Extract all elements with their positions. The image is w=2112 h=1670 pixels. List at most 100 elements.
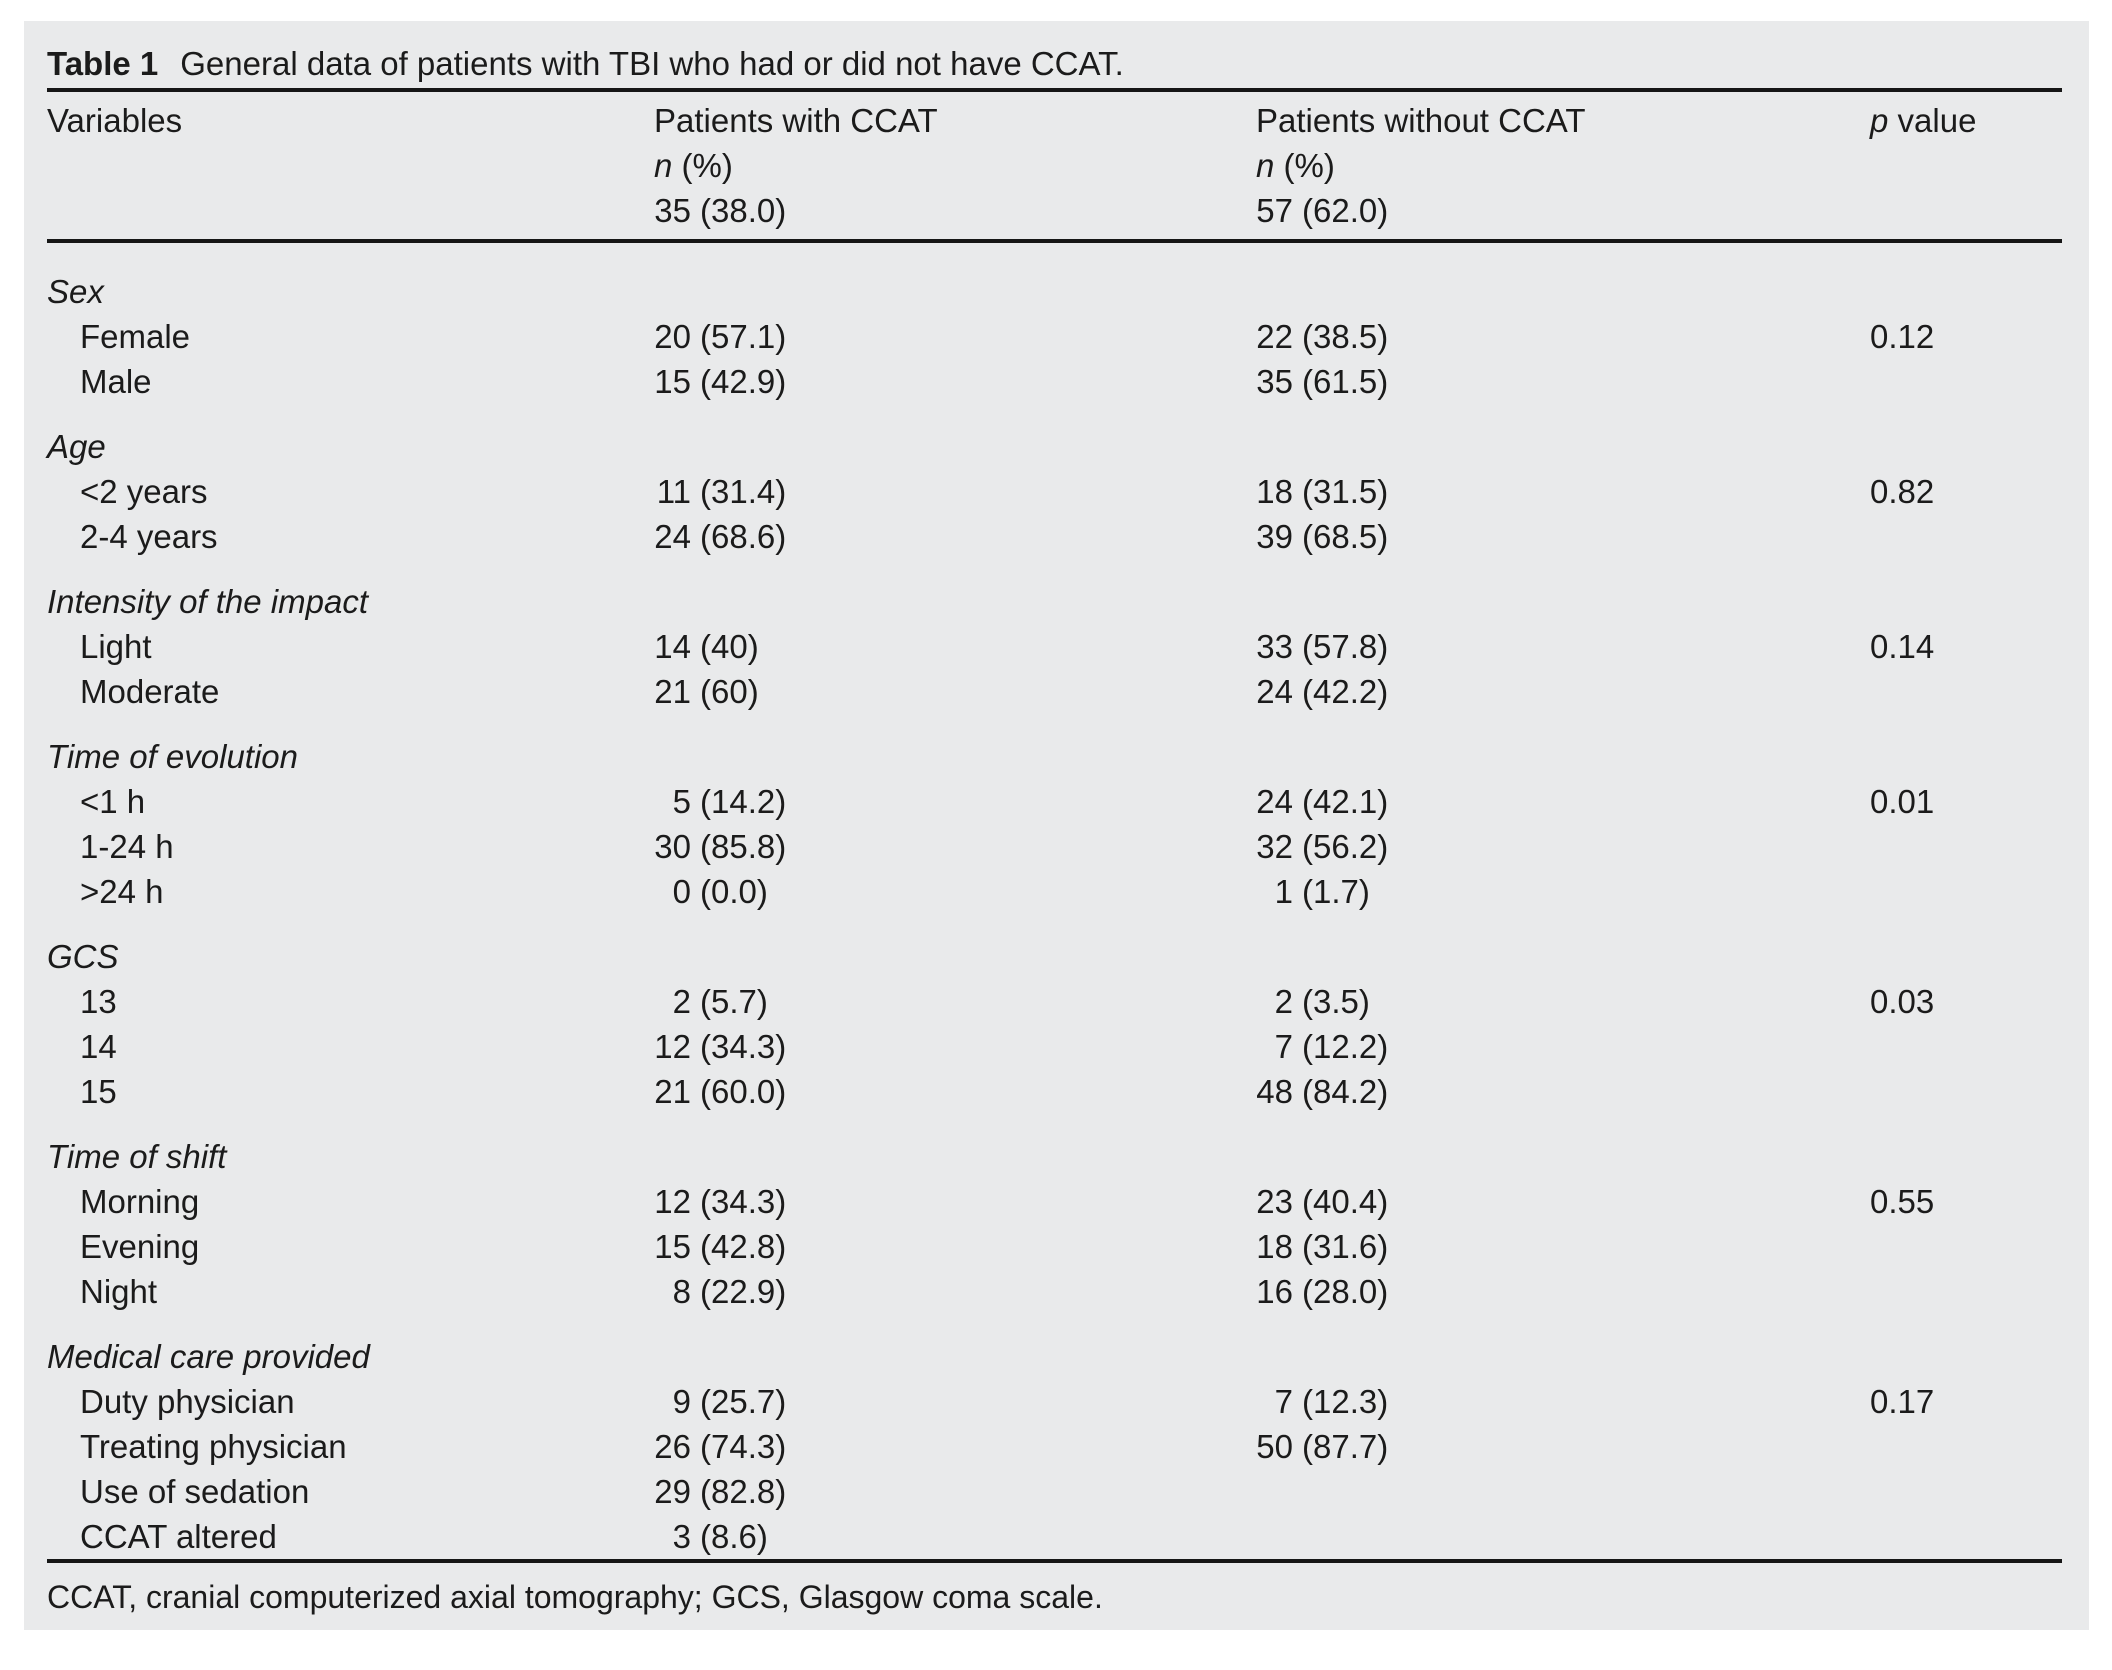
table-row: >24 h 0 (0.0) 1 (1.7) (47, 869, 2062, 914)
p-value-cell: 0.12 (1870, 318, 1935, 355)
header-rule (47, 239, 2062, 243)
table-row: Moderate 21 (60) 24 (42.2) (47, 669, 2062, 714)
row-variable-label: Use of sedation (80, 1473, 310, 1510)
count-value: 12 (654, 1028, 691, 1065)
section-header: Time of evolution (47, 734, 2062, 779)
percent-value: (61.5) (1302, 363, 1389, 400)
header-without-ccat-column: Patients without CCAT n (%) 57 (62.0) (1256, 98, 1870, 233)
percent-value: (14.2) (700, 783, 787, 820)
p-value-cell: 0.03 (1870, 983, 1935, 1020)
percent-value: (1.7) (1302, 873, 1370, 910)
with-ccat-cell: 15 (42.8) (654, 1224, 1256, 1269)
count-value: 20 (654, 318, 691, 355)
count-value: 3 (672, 1518, 691, 1555)
p-value-cell: 0.01 (1870, 783, 1935, 820)
count-value: 2 (672, 983, 691, 1020)
header-with-ccat-column: Patients with CCAT n (%) 35 (38.0) (654, 98, 1256, 233)
count-value: 11 (656, 473, 691, 510)
table-row: Duty physician 9 (25.7) 7 (12.3) 0.17 (47, 1379, 2062, 1424)
percent-value: (74.3) (700, 1428, 787, 1465)
percent-value: (40.4) (1302, 1183, 1389, 1220)
without-ccat-cell (1256, 1514, 1870, 1559)
percent-value: (85.8) (700, 828, 787, 865)
percent-value: (87.7) (1302, 1428, 1389, 1465)
table-row: Night 8 (22.9) 16 (28.0) (47, 1269, 2062, 1314)
row-variable-label: CCAT altered (80, 1518, 277, 1555)
with-ccat-cell: 21 (60) (654, 669, 1256, 714)
row-variable-label: 1-24 h (80, 828, 174, 865)
percent-value: (82.8) (700, 1473, 787, 1510)
percent-value: (42.1) (1302, 783, 1389, 820)
count-value: 7 (1274, 1028, 1293, 1065)
section-header-label: Age (47, 428, 106, 465)
table-row: 15 21 (60.0) 48 (84.2) (47, 1069, 2062, 1114)
count-value: 9 (672, 1383, 691, 1420)
percent-value: (31.6) (1302, 1228, 1389, 1265)
row-variable-label: 2-4 years (80, 518, 218, 555)
percent-value: (5.7) (700, 983, 768, 1020)
table-body: Sex Female 20 (57.1) 22 (38.5) 0.12 Male 15 (42.9… (47, 243, 2062, 1559)
count-value: 24 (1256, 783, 1293, 820)
percent-value: (84.2) (1302, 1073, 1389, 1110)
percent-value: (8.6) (700, 1518, 768, 1555)
top-rule (47, 88, 2062, 92)
without-ccat-cell: 23 (40.4) (1256, 1179, 1870, 1224)
count-value: 18 (1256, 473, 1293, 510)
section-header: Time of shift (47, 1134, 2062, 1179)
percent-value: (40) (700, 628, 759, 665)
count-value: 0 (672, 873, 691, 910)
row-variable-label: <2 years (80, 473, 208, 510)
table-row: 13 2 (5.7) 2 (3.5) 0.03 (47, 979, 2062, 1024)
section-header-label: Sex (47, 273, 104, 310)
percent-value: (38.0) (700, 192, 787, 229)
row-variable-label: >24 h (80, 873, 164, 910)
table-row: Male 15 (42.9) 35 (61.5) (47, 359, 2062, 404)
without-ccat-cell: 7 (12.3) (1256, 1379, 1870, 1424)
with-ccat-cell: 15 (42.9) (654, 359, 1256, 404)
percent-value: (68.5) (1302, 518, 1389, 555)
table-caption: General data of patients with TBI who ha… (180, 45, 1124, 82)
with-ccat-cell: 12 (34.3) (654, 1179, 1256, 1224)
row-variable-label: Duty physician (80, 1383, 295, 1420)
percent-value: (60) (700, 673, 759, 710)
without-ccat-cell: 22 (38.5) (1256, 314, 1870, 359)
row-variable-label: Male (80, 363, 152, 400)
table-row: Evening 15 (42.8) 18 (31.6) (47, 1224, 2062, 1269)
with-ccat-cell: 8 (22.9) (654, 1269, 1256, 1314)
with-ccat-cell: 5 (14.2) (654, 779, 1256, 824)
with-ccat-cell: 0 (0.0) (654, 869, 1256, 914)
header-with-ccat-title: Patients with CCAT (654, 102, 938, 139)
table-title: Table 1 General data of patients with TBI… (47, 41, 2062, 86)
count-value: 50 (1256, 1428, 1293, 1465)
table-row: 1-24 h 30 (85.8) 32 (56.2) (47, 824, 2062, 869)
row-variable-label: 15 (80, 1073, 117, 1110)
count-value: 33 (1256, 628, 1293, 665)
table-number-label: Table 1 (47, 45, 159, 82)
row-variable-label: 13 (80, 983, 117, 1020)
without-ccat-cell: 50 (87.7) (1256, 1424, 1870, 1469)
count-value: 24 (1256, 673, 1293, 710)
section-header-label: Medical care provided (47, 1338, 370, 1375)
row-variable-label: Treating physician (80, 1428, 347, 1465)
section-header-label: Intensity of the impact (47, 583, 368, 620)
with-ccat-cell: 11 (31.4) (654, 469, 1256, 514)
percent-value: (42.9) (700, 363, 787, 400)
section-header-label: GCS (47, 938, 119, 975)
percent-value: (42.2) (1302, 673, 1389, 710)
with-ccat-cell: 3 (8.6) (654, 1514, 1256, 1559)
percent-value: (0.0) (700, 873, 768, 910)
row-variable-label: Night (80, 1273, 158, 1310)
header-p-column: p value (1870, 102, 1977, 139)
p-value-cell: 0.14 (1870, 628, 1935, 665)
percent-value: (34.3) (700, 1183, 787, 1220)
table-row: 14 12 (34.3) 7 (12.2) (47, 1024, 2062, 1069)
with-ccat-cell: 2 (5.7) (654, 979, 1256, 1024)
count-value: 24 (654, 518, 691, 555)
with-ccat-cell: 21 (60.0) (654, 1069, 1256, 1114)
without-ccat-cell: 24 (42.1) (1256, 779, 1870, 824)
count-value: 2 (1274, 983, 1293, 1020)
section-header: Age (47, 424, 2062, 469)
p-value-cell: 0.82 (1870, 473, 1935, 510)
p-value-cell: 0.55 (1870, 1183, 1935, 1220)
without-ccat-cell: 18 (31.5) (1256, 469, 1870, 514)
